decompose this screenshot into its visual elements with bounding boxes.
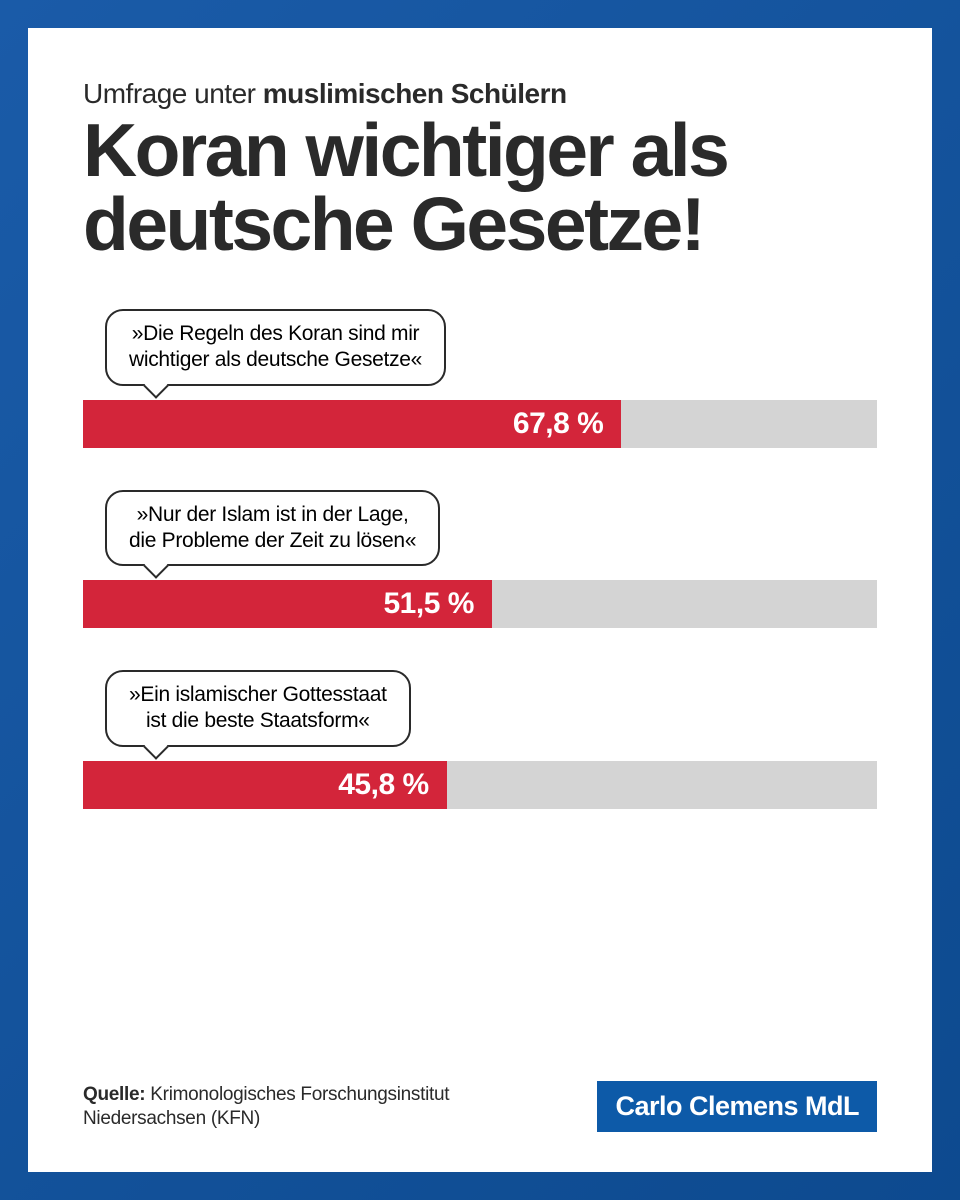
quote-bubble: »Nur der Islam ist in der Lage, die Prob… (105, 490, 440, 567)
bar-group: »Nur der Islam ist in der Lage, die Prob… (83, 490, 877, 629)
bar-track: 51,5 % (83, 580, 877, 628)
bar-fill: 67,8 % (83, 400, 621, 448)
source-label: Quelle: (83, 1084, 145, 1105)
quote-line: ist die beste Staatsform« (146, 709, 370, 732)
bar-fill: 45,8 % (83, 761, 447, 809)
quote-line: »Ein islamischer Gottesstaat (129, 683, 387, 706)
bar-value-label: 67,8 % (513, 407, 603, 441)
quote-line: die Probleme der Zeit zu lösen« (129, 529, 416, 552)
bar-track: 45,8 % (83, 761, 877, 809)
infographic-card: Umfrage unter muslimischen Schülern Kora… (28, 28, 932, 1172)
quote-line: wichtiger als deutsche Gesetze« (129, 348, 422, 371)
bar-track: 67,8 % (83, 400, 877, 448)
pretitle: Umfrage unter muslimischen Schülern (83, 78, 877, 110)
main-title: Koran wichtiger als deutsche Gesetze! (83, 114, 877, 261)
quote-bubble: »Ein islamischer Gottesstaat ist die bes… (105, 670, 411, 747)
bar-group: »Die Regeln des Koran sind mir wichtiger… (83, 309, 877, 448)
footer: Quelle: Krimonologisches Forschungsinsti… (83, 1081, 877, 1132)
quote-line: »Nur der Islam ist in der Lage, (137, 503, 409, 526)
bar-value-label: 45,8 % (338, 768, 428, 802)
bar-group: »Ein islamischer Gottesstaat ist die bes… (83, 670, 877, 809)
pretitle-bold: muslimischen Schülern (263, 78, 567, 109)
bar-fill: 51,5 % (83, 580, 492, 628)
bar-chart: »Die Regeln des Koran sind mir wichtiger… (83, 309, 877, 809)
quote-line: »Die Regeln des Koran sind mir (132, 322, 419, 345)
bar-value-label: 51,5 % (384, 587, 474, 621)
pretitle-plain: Umfrage unter (83, 78, 263, 109)
author-badge: Carlo Clemens MdL (597, 1081, 877, 1132)
source-text: Quelle: Krimonologisches Forschungsinsti… (83, 1083, 523, 1132)
quote-bubble: »Die Regeln des Koran sind mir wichtiger… (105, 309, 446, 386)
